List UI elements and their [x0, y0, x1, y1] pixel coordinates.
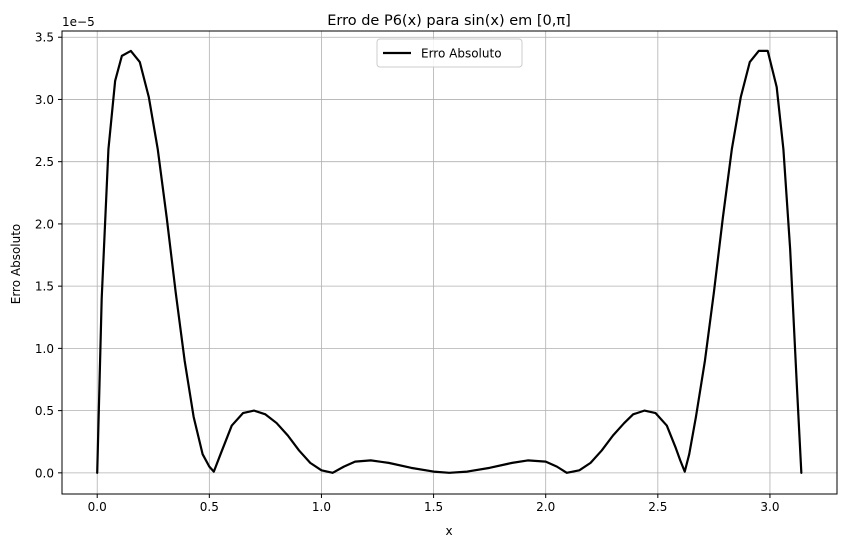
y-tick-label: 0.0 [35, 466, 54, 480]
y-tick-label: 0.5 [35, 404, 54, 418]
plot-frame [61, 30, 838, 495]
legend-box [376, 38, 523, 68]
x-tick-label: 2.5 [648, 500, 667, 514]
y-axis-ticks: 0.0 0.5 1.0 1.5 2.0 2.5 3.0 3.5 [35, 31, 62, 480]
x-tick-label: 1.5 [424, 500, 443, 514]
y-tick-label: 3.5 [35, 31, 54, 45]
y-tick-label: 2.0 [35, 217, 54, 231]
y-tick-label: 3.0 [35, 93, 54, 107]
legend: Erro Absoluto [376, 38, 523, 68]
x-tick-label: 2.0 [536, 500, 555, 514]
x-tick-label: 0.5 [200, 500, 219, 514]
y-tick-label: 2.5 [35, 155, 54, 169]
series-line-erro-absoluto [96, 49, 803, 474]
x-tick-label: 3.0 [760, 500, 779, 514]
legend-label-erro-absoluto: Erro Absoluto [421, 47, 502, 61]
x-tick-label: 1.0 [312, 500, 331, 514]
y-axis-label: Erro Absoluto [9, 224, 23, 305]
chart-title: Erro de P6(x) para sin(x) em [0,π] [327, 13, 571, 29]
y-tick-label: 1.0 [35, 342, 54, 356]
grid-lines [62, 31, 837, 494]
x-axis-ticks: 0.0 0.5 1.0 1.5 2.0 2.5 3.0 [88, 494, 779, 514]
series-lines [96, 49, 803, 474]
y-scale-offset-label: 1e−5 [62, 15, 95, 29]
y-tick-label: 1.5 [35, 280, 54, 294]
x-tick-label: 0.0 [88, 500, 107, 514]
x-axis-label: x [445, 524, 452, 538]
